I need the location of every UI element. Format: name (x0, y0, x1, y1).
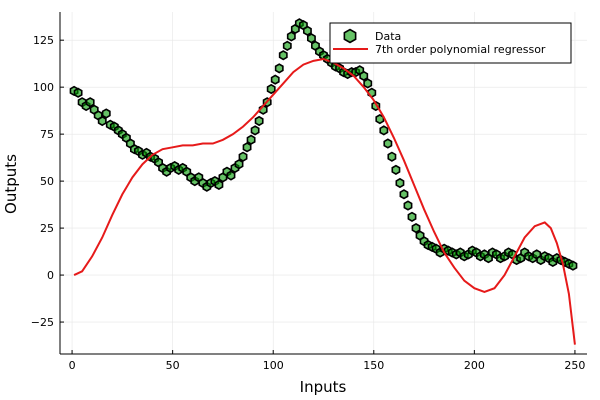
data-point (568, 260, 578, 271)
data-point (226, 170, 236, 181)
x-tick-label: 0 (69, 359, 76, 372)
data-point (246, 134, 256, 145)
data-point (274, 63, 284, 74)
y-tick-label: 50 (40, 175, 54, 188)
data-point (302, 25, 312, 36)
data-point (282, 40, 292, 51)
data-point (278, 50, 288, 61)
data-point (101, 108, 111, 119)
data-point (379, 125, 389, 136)
legend-marker-hexagon (343, 28, 357, 44)
data-point (286, 31, 296, 42)
x-tick-label: 200 (464, 359, 485, 372)
plot-area (69, 18, 578, 345)
y-tick-label: 25 (40, 222, 54, 235)
data-point (73, 87, 83, 98)
data-point (407, 211, 417, 222)
data-point (306, 33, 316, 44)
axes (59, 12, 587, 355)
data-point (242, 142, 252, 153)
legend-box (329, 22, 572, 64)
data-point (387, 151, 397, 162)
y-tick-label: 0 (47, 269, 54, 282)
data-point (97, 115, 107, 127)
data-point (411, 222, 421, 234)
regression-line (73, 57, 576, 345)
data-point (395, 177, 405, 189)
y-tick-label: 125 (33, 34, 54, 47)
x-axis-label: Inputs (300, 378, 347, 396)
data-point (359, 70, 369, 82)
x-tick-label: 150 (363, 359, 384, 372)
y-axis-label: Outputs (2, 154, 20, 214)
x-tick-label: 250 (564, 359, 585, 372)
data-point (85, 97, 95, 108)
data-point (250, 125, 260, 136)
y-tick-label: −25 (31, 316, 54, 329)
y-tick-label: 100 (33, 81, 54, 94)
legend-marker-data (343, 28, 357, 44)
legend-label-polynomial: 7th order polynomial regressor (375, 43, 546, 56)
data-point (383, 138, 393, 149)
x-tick-label: 50 (166, 359, 180, 372)
y-tick-label: 75 (40, 128, 54, 141)
data-point (266, 83, 276, 95)
legend-label-data: Data (375, 30, 401, 43)
data-point (399, 189, 409, 200)
data-point (214, 179, 224, 191)
data-point (254, 115, 264, 127)
data-point (238, 151, 248, 162)
legend: Data 7th order polynomial regressor (329, 22, 572, 64)
data-point (363, 78, 373, 89)
data-point (391, 164, 401, 175)
x-tick-label: 100 (263, 359, 284, 372)
data-point (403, 200, 413, 211)
tick-labels: 0 50 100 150 200 250 −25 0 25 50 75 100 125 (31, 34, 586, 372)
data-point (234, 159, 244, 170)
data-point (270, 74, 280, 85)
